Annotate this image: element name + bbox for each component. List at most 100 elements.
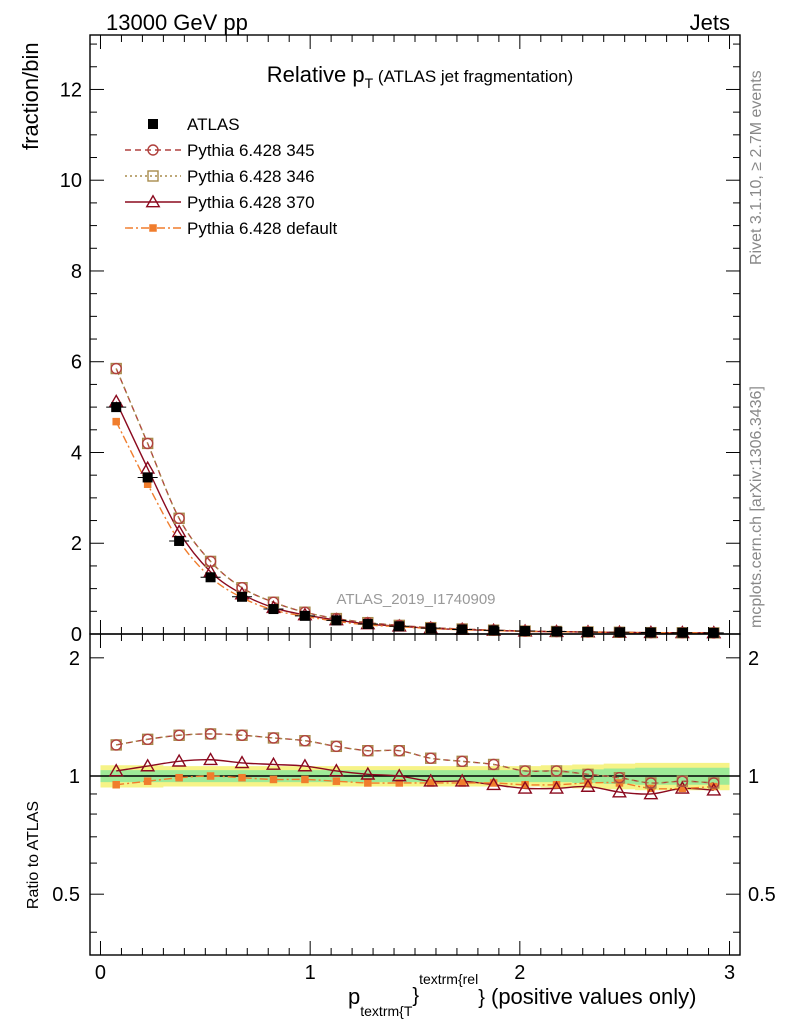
- ratio-point: [486, 777, 502, 791]
- legend-marker: [145, 194, 161, 208]
- ratio-point: [391, 768, 407, 782]
- ratio-point: [299, 735, 311, 747]
- jets-label: Jets: [690, 10, 730, 35]
- main-point: [173, 512, 185, 524]
- x-axis-label-close: }: [412, 985, 419, 1007]
- ratio-y-tick-label: 0.5: [52, 884, 80, 906]
- ratio-point: [458, 779, 466, 787]
- main-point: [394, 621, 405, 632]
- legend-label: Pythia 6.428 370: [187, 193, 315, 212]
- ratio-point: [489, 779, 498, 787]
- ratio-y-tick-label-right: 1: [748, 766, 759, 788]
- ratio-point: [238, 773, 246, 782]
- ratio-point: [393, 745, 405, 757]
- ratio-point: [487, 758, 500, 771]
- ratio-point: [708, 777, 720, 789]
- collision-label: 13000 GeV pp: [106, 10, 248, 35]
- main-title-rest: (ATLAS jet fragmentation): [373, 67, 573, 86]
- ratio-point: [549, 780, 564, 794]
- ratio-point: [426, 779, 435, 787]
- ratio-point: [676, 775, 689, 787]
- ratio-point: [141, 733, 154, 746]
- ratio-axes: [89, 633, 741, 956]
- ratio-point: [364, 779, 372, 787]
- ratio-point: [301, 775, 309, 784]
- main-point: [582, 626, 593, 637]
- ratio-y-tick-labels: 0.5 0.5 1 1 2 2: [52, 648, 776, 906]
- main-point: [142, 472, 153, 483]
- main-y-tick-labels: 0 2 4 6 8 10 12: [60, 79, 82, 646]
- ratio-point: [360, 766, 376, 780]
- ratio-point: [112, 781, 120, 789]
- main-point: [645, 627, 656, 638]
- ratio-point: [175, 773, 183, 782]
- main-y-tick-label: 12: [60, 79, 82, 101]
- main-y-tick-label: 0: [71, 624, 82, 646]
- legend-label: Pythia 6.428 default: [187, 219, 338, 238]
- main-panel: 0 2 4 6 8 10 12 fraction/bin Relative pT (ATLA…: [18, 34, 741, 646]
- main-y-tick-label: 6: [71, 352, 82, 374]
- main-point: [488, 625, 499, 636]
- ratio-point: [266, 756, 281, 770]
- ratio-point: [517, 780, 533, 794]
- main-y-tick-label: 2: [71, 533, 82, 555]
- rivet-label: Rivet 3.1.10, ≥ 2.7M events: [748, 70, 765, 265]
- main-y-tick-label: 8: [71, 261, 82, 283]
- ratio-point: [297, 758, 313, 772]
- main-point: [110, 362, 122, 375]
- ratio-point: [204, 728, 217, 740]
- x-tick-labels: 0 1 2 3: [95, 962, 735, 984]
- ratio-point: [454, 773, 470, 787]
- legend-label: ATLAS: [187, 115, 240, 134]
- main-title-main: Relative p: [267, 62, 365, 87]
- x-axis-label-sup: textrm{rel: [419, 971, 478, 987]
- legend-marker: [147, 170, 159, 182]
- ratio-y-tick-label-right: 0.5: [748, 884, 776, 906]
- main-point: [268, 604, 279, 615]
- main-point: [425, 623, 436, 634]
- ratio-series-line-1: [116, 733, 714, 784]
- x-tick-label: 0: [95, 962, 106, 984]
- legend-entry: Pythia 6.428 default: [125, 219, 338, 238]
- main-data-points: [106, 362, 724, 639]
- ratio-point: [330, 740, 343, 753]
- main-point: [551, 626, 562, 637]
- legend-entry: Pythia 6.428 346: [125, 167, 315, 186]
- ratio-point: [203, 752, 219, 766]
- ratio-point: [267, 732, 280, 744]
- ratio-point: [550, 765, 563, 777]
- x-axis-label-sub: textrm{T: [360, 1003, 413, 1019]
- x-tick-label: 3: [724, 962, 735, 984]
- main-point: [112, 417, 120, 426]
- ratio-point: [456, 755, 468, 768]
- main-point: [204, 555, 217, 568]
- main-point: [174, 535, 185, 546]
- x-tick-label: 1: [305, 962, 316, 984]
- ratio-point: [521, 781, 529, 789]
- ratio-point: [206, 772, 215, 780]
- main-point: [205, 572, 216, 583]
- legend-marker: [149, 224, 157, 232]
- main-point: [299, 610, 310, 621]
- ratio-point: [678, 784, 687, 793]
- main-point: [457, 624, 468, 635]
- ratio-point: [362, 745, 374, 757]
- main-point: [143, 480, 152, 488]
- main-point: [111, 402, 122, 413]
- x-tick-label: 2: [514, 962, 525, 984]
- ratio-point: [236, 729, 248, 741]
- ratio-point: [173, 729, 185, 741]
- legend: ATLAS Pythia 6.428 345 Pythia 6.428 346 Pyt…: [125, 115, 338, 238]
- legend-label: Pythia 6.428 345: [187, 141, 315, 160]
- main-title-sub: T: [365, 75, 374, 91]
- analysis-label: ATLAS_2019_I1740909: [336, 591, 495, 608]
- legend-entry: ATLAS: [148, 115, 240, 134]
- ratio-point: [584, 779, 592, 787]
- ratio-point: [613, 772, 626, 784]
- main-point: [362, 619, 373, 630]
- main-title: Relative pT (ATLAS jet fragmentation): [267, 62, 573, 91]
- main-y-tick-label: 10: [60, 170, 82, 192]
- legend-entry: Pythia 6.428 370: [125, 193, 315, 212]
- legend-marker: [148, 119, 158, 129]
- ratio-point: [171, 753, 187, 767]
